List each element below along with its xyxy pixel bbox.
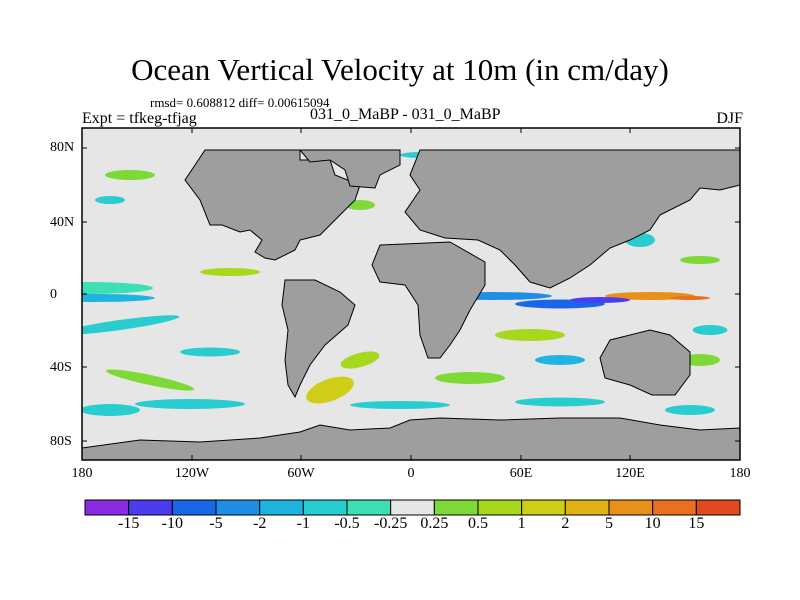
colorbar-swatch: [390, 499, 435, 516]
velocity-band: [105, 170, 155, 180]
map-ticks: [81, 128, 741, 460]
case-pair-label: 031_0_MaBP - 031_0_MaBP: [310, 106, 501, 123]
colorbar-swatch: [695, 499, 741, 516]
colorbar-swatch: [128, 499, 173, 516]
colorbar-swatch: [84, 499, 130, 516]
velocity-band: [435, 372, 505, 384]
africa-landmass: [371, 241, 486, 359]
velocity-band: [82, 315, 180, 335]
velocity-band: [306, 376, 354, 404]
colorbar-label: -1: [296, 515, 310, 532]
velocity-band: [82, 404, 140, 416]
colorbar-label: 0.5: [468, 515, 488, 532]
colorbar-swatch: [302, 499, 348, 516]
lat-label-80s: 80S: [50, 434, 72, 449]
colorbar-label: 15: [688, 515, 705, 532]
velocity-band: [350, 401, 450, 409]
south-america-landmass: [281, 279, 356, 399]
colorbar-label: -10: [161, 515, 183, 532]
eurasia-landmass: [404, 149, 740, 289]
velocity-band: [692, 325, 728, 335]
lon-label-60w: 60W: [287, 466, 315, 481]
velocity-band: [495, 329, 565, 341]
lon-label-120w: 120W: [174, 466, 210, 481]
experiment-label: Expt = tfkeg-tfjag: [82, 110, 197, 127]
lon-label-180e: 180: [729, 466, 751, 481]
lat-label-80n: 80N: [50, 140, 75, 155]
lat-label-40s: 40S: [50, 360, 72, 375]
colorbar-label: 10: [644, 515, 661, 532]
colorbar: [84, 499, 741, 516]
colorbar-label: 0.25: [420, 515, 449, 532]
velocity-band: [135, 399, 245, 409]
velocity-band: [570, 297, 630, 303]
velocity-band: [670, 296, 710, 300]
colorbar-swatch: [259, 499, 304, 516]
velocity-band: [180, 347, 240, 357]
velocity-band: [82, 294, 155, 302]
velocity-band: [82, 282, 153, 294]
velocity-band: [665, 405, 715, 415]
rmsd-diff-stats: rmsd= 0.608812 diff= 0.00615094: [150, 95, 330, 110]
colorbar-swatch: [521, 499, 566, 516]
lat-label-40n: 40N: [50, 215, 75, 230]
colorbar-label: -0.5: [334, 515, 360, 532]
colorbar-label: -0.25: [373, 515, 408, 532]
velocity-band: [680, 256, 720, 264]
colorbar-swatch: [652, 499, 697, 516]
colorbar-label: 5: [605, 515, 613, 532]
figure-title: Ocean Vertical Velocity at 10m (in cm/da…: [131, 52, 669, 87]
velocity-band: [95, 196, 125, 204]
australia-landmass: [599, 329, 691, 396]
lon-label-0: 0: [407, 466, 415, 481]
lon-label-120e: 120E: [615, 466, 645, 481]
antarctica-landmass: [82, 417, 740, 460]
colorbar-label: -5: [209, 515, 223, 532]
colorbar-label: -15: [117, 515, 140, 532]
lon-label-60e: 60E: [509, 466, 533, 481]
velocity-band: [515, 397, 605, 407]
velocity-band: [105, 369, 195, 391]
velocity-field: [82, 152, 728, 416]
colorbar-label: -2: [252, 515, 267, 532]
colorbar-swatch: [346, 499, 392, 516]
velocity-band: [535, 355, 585, 365]
lat-label-equator: 0: [50, 287, 57, 302]
colorbar-swatch: [564, 499, 610, 516]
land-masses: [82, 149, 740, 460]
colorbar-swatch: [433, 499, 479, 516]
lon-label-180w: 180: [71, 466, 93, 481]
velocity-band: [200, 268, 260, 276]
north-america-landmass: [184, 149, 361, 261]
colorbar-swatch: [171, 499, 217, 516]
colorbar-label: 1: [517, 515, 526, 532]
colorbar-swatch: [608, 499, 654, 516]
colorbar-label: 2: [561, 515, 570, 532]
greenland-landmass: [298, 149, 401, 189]
colorbar-swatch: [477, 499, 523, 516]
season-label: DJF: [716, 110, 743, 127]
velocity-band: [340, 351, 380, 369]
colorbar-swatch: [215, 499, 261, 516]
